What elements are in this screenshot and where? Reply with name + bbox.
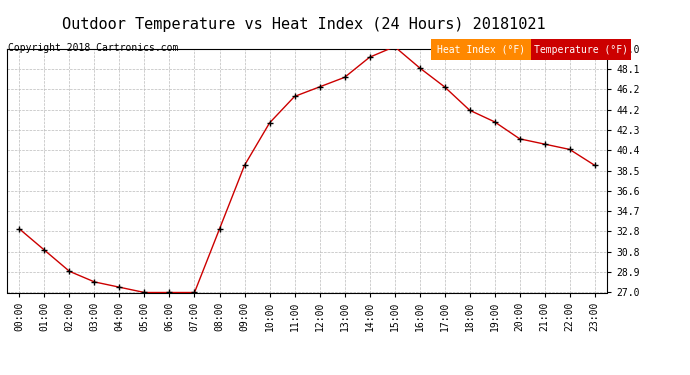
Text: Heat Index (°F): Heat Index (°F) bbox=[437, 45, 525, 55]
Text: Copyright 2018 Cartronics.com: Copyright 2018 Cartronics.com bbox=[8, 43, 179, 53]
Text: Temperature (°F): Temperature (°F) bbox=[534, 45, 629, 55]
Text: Outdoor Temperature vs Heat Index (24 Hours) 20181021: Outdoor Temperature vs Heat Index (24 Ho… bbox=[62, 17, 545, 32]
